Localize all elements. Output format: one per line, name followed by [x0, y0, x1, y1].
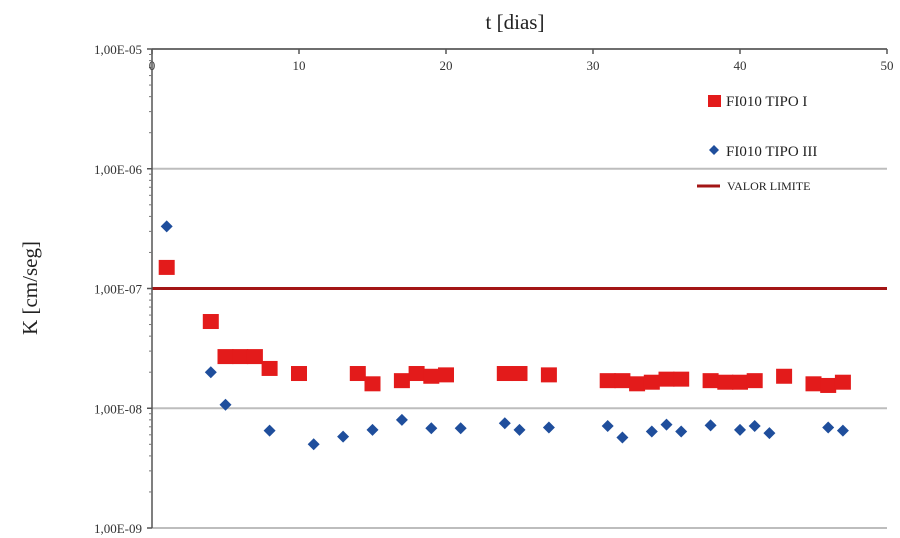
data-point-tipo-iii-23 — [836, 424, 849, 437]
data-point-tipo-iii-15 — [645, 425, 658, 438]
data-point-tipo-i-27 — [805, 376, 822, 392]
axes — [147, 48, 888, 529]
data-point-tipo-iii-10 — [498, 417, 511, 430]
data-point-tipo-i-1 — [202, 314, 219, 330]
data-point-tipo-i-19 — [643, 374, 660, 390]
data-point-tipo-iii-12 — [542, 421, 555, 434]
data-point-tipo-i-16 — [599, 373, 616, 389]
data-point-tipo-iii-11 — [513, 423, 526, 436]
data-point-tipo-i-8 — [364, 376, 381, 392]
data-point-tipo-i-13 — [496, 366, 513, 382]
data-point-tipo-i-29 — [834, 374, 851, 390]
legend: FI010 TIPO I FI010 TIPO III VALOR LIMITE — [697, 94, 817, 193]
data-point-tipo-i-24 — [732, 374, 748, 390]
legend-label-tipo-i: FI010 TIPO I — [726, 94, 807, 110]
data-point-tipo-i-21 — [673, 371, 690, 387]
y-tick-label-0: 1,00E-05 — [94, 42, 142, 57]
y-tick-label-4: 1,00E-09 — [94, 521, 142, 536]
series-tipo-i — [158, 259, 851, 393]
data-point-tipo-i-18 — [629, 376, 646, 392]
legend-label-tipo-iii: FI010 TIPO III — [726, 144, 817, 160]
y-tick-label-2: 1,00E-07 — [94, 282, 143, 297]
data-point-tipo-i-7 — [349, 366, 366, 382]
data-point-tipo-i-26 — [776, 368, 793, 384]
data-point-tipo-i-23 — [717, 374, 734, 390]
data-point-tipo-i-0 — [158, 259, 175, 275]
data-point-tipo-iii-4 — [307, 438, 320, 451]
data-point-tipo-iii-8 — [425, 422, 438, 435]
data-point-tipo-iii-19 — [734, 423, 746, 436]
data-point-tipo-iii-9 — [454, 422, 467, 435]
legend-swatch-tipo-i — [708, 95, 721, 107]
data-point-tipo-iii-17 — [675, 425, 688, 438]
y-tick-label-3: 1,00E-08 — [94, 401, 142, 416]
data-point-tipo-i-9 — [393, 373, 410, 389]
data-point-tipo-i-17 — [614, 373, 631, 389]
data-point-tipo-i-25 — [746, 373, 763, 389]
x-tick-label-1: 10 — [293, 58, 306, 73]
x-tick-label-2: 20 — [440, 58, 453, 73]
data-point-tipo-i-3 — [232, 349, 249, 365]
data-point-tipo-iii-13 — [601, 420, 614, 433]
data-point-tipo-i-2 — [217, 349, 234, 365]
data-point-tipo-iii-16 — [660, 418, 673, 431]
legend-swatch-tipo-iii — [709, 145, 719, 155]
data-point-tipo-i-10 — [408, 366, 425, 382]
x-tick-labels: 0 10 20 30 40 50 — [149, 58, 894, 73]
data-point-tipo-i-20 — [658, 371, 675, 387]
y-tick-labels: 1,00E-05 1,00E-06 1,00E-07 1,00E-08 1,00E-09 — [94, 42, 143, 536]
x-tick-label-4: 40 — [734, 58, 747, 73]
data-point-tipo-iii-22 — [822, 421, 835, 434]
data-point-tipo-iii-18 — [704, 419, 717, 432]
y-axis-title: K [cm/seg] — [18, 241, 42, 335]
x-tick-label-3: 30 — [587, 58, 600, 73]
data-point-tipo-i-4 — [246, 349, 263, 365]
legend-label-valor-limite: VALOR LIMITE — [727, 179, 810, 193]
data-point-tipo-iii-3 — [263, 424, 276, 437]
series-tipo-iii — [160, 220, 849, 451]
data-point-tipo-i-28 — [820, 377, 837, 393]
data-point-tipo-iii-5 — [337, 430, 350, 443]
data-point-tipo-iii-6 — [366, 423, 379, 436]
data-point-tipo-i-12 — [438, 367, 454, 383]
data-point-tipo-i-15 — [540, 367, 557, 383]
data-point-tipo-i-6 — [291, 366, 307, 382]
data-point-tipo-i-11 — [423, 368, 440, 384]
data-series — [158, 220, 851, 451]
x-axis-title: t [dias] — [486, 10, 545, 34]
x-tick-label-0: 0 — [149, 58, 156, 73]
data-point-tipo-iii-2 — [219, 398, 232, 411]
x-tick-label-5: 50 — [881, 58, 894, 73]
data-point-tipo-iii-0 — [160, 220, 173, 233]
data-point-tipo-i-22 — [702, 373, 719, 389]
data-point-tipo-iii-21 — [763, 427, 776, 440]
data-point-tipo-iii-14 — [616, 431, 629, 444]
data-point-tipo-i-5 — [261, 360, 278, 376]
data-point-tipo-iii-1 — [204, 366, 217, 379]
data-point-tipo-iii-7 — [395, 413, 408, 426]
data-point-tipo-i-14 — [511, 366, 528, 382]
y-tick-label-1: 1,00E-06 — [94, 162, 143, 177]
data-point-tipo-iii-20 — [748, 420, 761, 433]
